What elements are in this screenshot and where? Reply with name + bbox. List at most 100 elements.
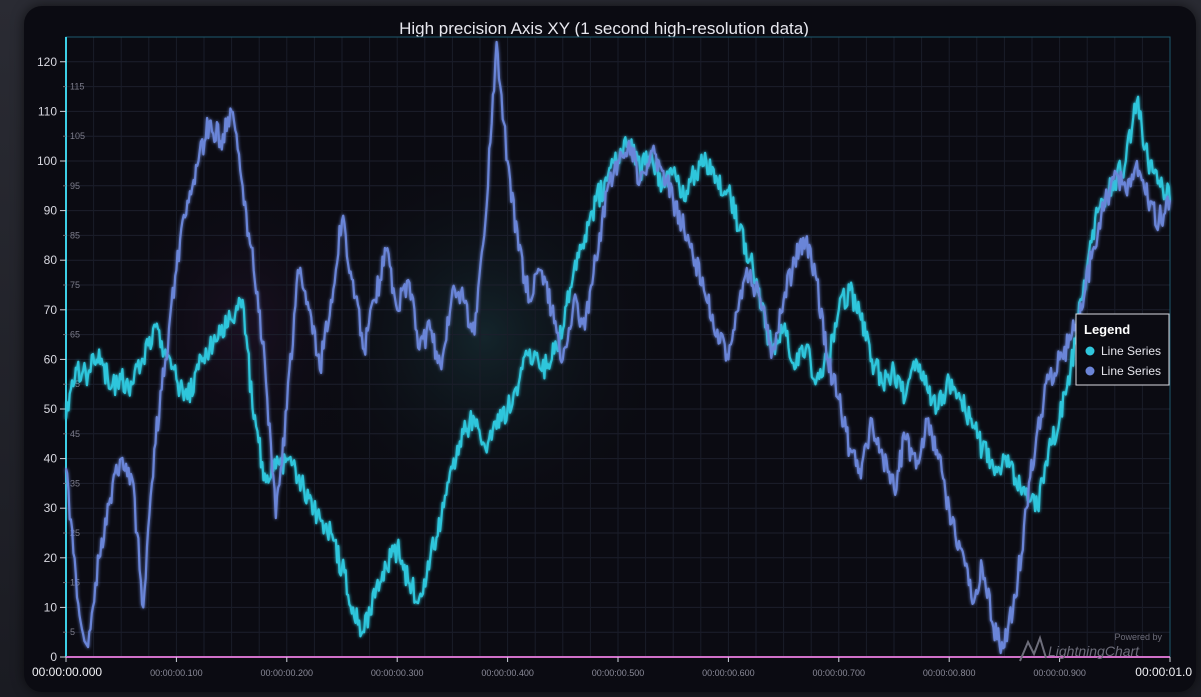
- series-1-point: [230, 318, 233, 321]
- legend-item-2[interactable]: Line Series: [1101, 364, 1161, 378]
- x-tick-label: 00:00:00.100: [150, 668, 203, 678]
- series-2-point: [804, 239, 807, 242]
- series-2-point: [274, 517, 277, 519]
- series-1-point: [926, 388, 928, 390]
- series-2-point: [65, 467, 67, 470]
- series-1-point: [374, 596, 376, 599]
- series-2-point: [506, 160, 509, 162]
- series-2-point: [197, 160, 200, 162]
- x-tick-label: 00:00:00.000: [32, 665, 102, 679]
- series-2-point: [915, 467, 917, 470]
- series-1-point: [573, 269, 575, 271]
- series-2-point: [407, 279, 410, 281]
- series-2-point: [771, 348, 774, 351]
- series-2-point: [76, 596, 78, 599]
- series-2-point: [1047, 378, 1050, 381]
- y-tick-label: 100: [37, 154, 57, 168]
- series-1-point: [550, 358, 553, 361]
- series-1-point: [672, 170, 674, 172]
- series-1-point: [639, 170, 641, 172]
- series-2-point: [727, 358, 730, 361]
- series-2-point: [109, 497, 111, 500]
- series-2-point: [970, 596, 973, 599]
- y-minor-tick-label: 75: [70, 280, 80, 290]
- series-1-point: [330, 532, 332, 534]
- series-1-point: [793, 368, 796, 371]
- series-2-point: [539, 269, 542, 271]
- series-1-point: [208, 348, 211, 351]
- series-1-point: [860, 318, 862, 321]
- series-1-point: [1047, 447, 1050, 450]
- chart-panel: High precision Axis XY (1 second high-re…: [24, 6, 1196, 692]
- series-2-point: [374, 299, 376, 301]
- series-1-point: [705, 160, 708, 162]
- grid: [65, 36, 1171, 658]
- series-1-point: [1114, 180, 1116, 182]
- series-1-point: [352, 606, 354, 609]
- series-2-point: [705, 299, 708, 301]
- series-2-point: [131, 477, 134, 480]
- series-2-point: [584, 328, 586, 331]
- series-1-point: [297, 477, 299, 480]
- chart-svg[interactable]: High precision Axis XY (1 second high-re…: [24, 6, 1196, 692]
- series-2-point: [639, 180, 641, 182]
- series-2-point: [1014, 596, 1017, 599]
- series-1-point: [76, 368, 78, 371]
- series-1-point: [219, 333, 222, 336]
- y-tick-label: 40: [44, 452, 58, 466]
- legend[interactable]: Legend Line Series Line Series: [1075, 313, 1170, 386]
- series-2-point: [286, 408, 288, 410]
- series-1-point: [175, 378, 178, 381]
- series-1-point: [1025, 487, 1028, 490]
- series-2-point: [440, 368, 443, 371]
- series-2-point: [175, 269, 178, 271]
- series-2-point: [550, 309, 553, 311]
- x-axis: 00:00:00.000 00:00:00.100 00:00:00.200 00:0…: [32, 656, 1192, 679]
- series-2-point: [826, 358, 829, 361]
- series-2-point: [815, 279, 818, 281]
- series-2-point: [992, 626, 995, 629]
- y-minor-tick-label: 5: [70, 627, 75, 637]
- series-1-point: [882, 383, 884, 386]
- series-2-point: [871, 418, 873, 420]
- series-2-point: [628, 140, 630, 142]
- series-1-point: [517, 383, 520, 386]
- legend-swatch-1: [1085, 346, 1095, 356]
- series-1-point: [606, 180, 608, 182]
- y-tick-label: 10: [44, 600, 58, 614]
- series-2-point: [164, 358, 167, 361]
- series-1-point: [341, 566, 343, 569]
- series-1-point: [396, 547, 399, 549]
- series-1-point: [838, 309, 840, 311]
- series-1-point: [1080, 299, 1083, 301]
- series-1-point: [197, 368, 200, 371]
- series-1-point: [308, 497, 310, 500]
- series-2-point: [495, 41, 498, 43]
- y-tick-label: 60: [44, 352, 58, 366]
- series-2-point: [241, 185, 244, 187]
- x-tick-label: 00:00:00.700: [813, 668, 866, 678]
- series-1-point: [584, 234, 586, 237]
- series-2-point: [573, 299, 575, 301]
- series-1-point: [683, 199, 686, 202]
- lightningchart-logo-icon: [1019, 634, 1047, 662]
- series-1-point: [528, 348, 531, 351]
- legend-item-1[interactable]: Line Series: [1101, 344, 1161, 358]
- x-tick-label: 00:00:00.900: [1033, 668, 1086, 678]
- series-2-point: [219, 140, 222, 142]
- series-2-point: [297, 269, 299, 271]
- series-2-point: [120, 457, 122, 460]
- y-minor-tick-label: 35: [70, 478, 80, 488]
- series-2-point: [418, 348, 421, 351]
- series-1-point: [661, 185, 663, 187]
- series-1-point: [1136, 100, 1138, 103]
- x-tick-label: 00:00:00.200: [261, 668, 314, 678]
- series-2-point: [528, 299, 531, 301]
- series-group: [64, 40, 1172, 655]
- series-2-point: [1136, 160, 1138, 162]
- series-2-point: [716, 328, 719, 331]
- series-1-point: [893, 368, 895, 371]
- series-2-point: [208, 120, 211, 123]
- series-1-point: [429, 557, 432, 559]
- series-2-point: [142, 606, 145, 609]
